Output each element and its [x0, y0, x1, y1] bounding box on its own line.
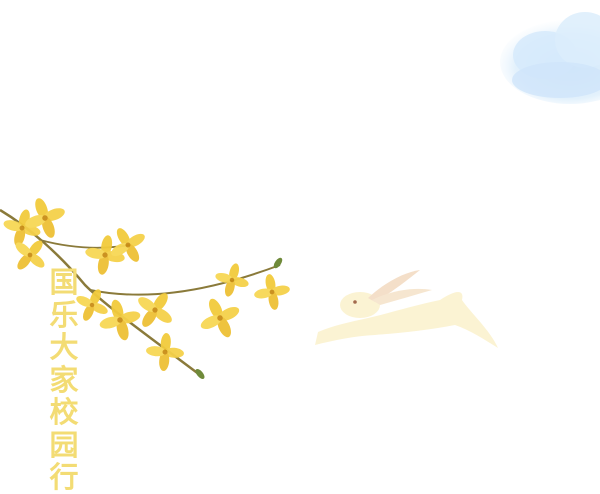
page-title: 国乐大家校园行 — [49, 265, 79, 494]
cloud-icon — [500, 12, 600, 104]
forsythia-branch-icon — [0, 191, 293, 379]
rabbit-icon — [315, 270, 498, 348]
